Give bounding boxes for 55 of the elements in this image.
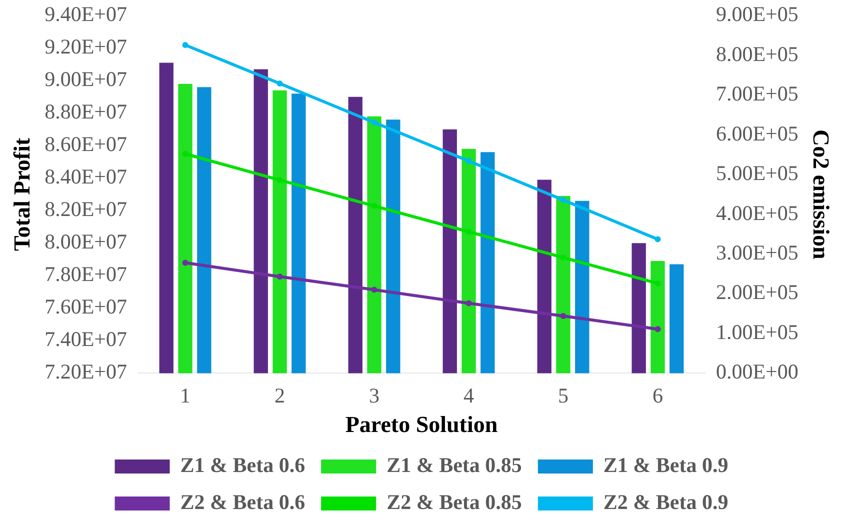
x-axis-title: Pareto Solution: [345, 412, 498, 438]
legend-label: Z1 & Beta 0.9: [603, 452, 728, 477]
point: [276, 177, 283, 184]
y-tick-label: 8.80E+07: [44, 100, 128, 124]
legend-label: Z1 & Beta 0.6: [180, 452, 306, 477]
point: [182, 150, 188, 157]
y-tick-label: 9.20E+07: [44, 34, 128, 59]
y2-axis-title: Co2 emission: [808, 130, 834, 260]
point: [654, 326, 661, 332]
point: [466, 300, 472, 306]
y2-tick-label: 4.00E+05: [716, 200, 798, 225]
point: [560, 254, 566, 261]
legend-label: Z2 & Beta 0.85: [386, 490, 522, 514]
y-tick-label: 8.60E+07: [44, 132, 128, 156]
point: [560, 312, 566, 319]
y-tick-label: 8.20E+07: [44, 197, 128, 222]
point: [654, 280, 661, 286]
y2-tick-label: 9.00E+05: [716, 2, 798, 26]
point: [276, 274, 283, 280]
y-tick-label: 8.40E+07: [44, 164, 128, 189]
point: [371, 286, 378, 293]
y2-tick-label: 5.00E+05: [716, 161, 798, 186]
x-tick-label: 4: [463, 383, 474, 408]
y-tick-label: 7.80E+07: [44, 262, 128, 286]
y2-tick-label: 2.00E+05: [716, 280, 798, 304]
point: [276, 80, 283, 87]
x-tick-label: 5: [558, 383, 568, 408]
x-tick-label: 3: [369, 383, 380, 408]
y2-tick-label: 1.00E+05: [716, 320, 798, 344]
x-tick-label: 1: [180, 383, 191, 408]
y-tick-label: 7.20E+07: [44, 360, 128, 384]
y2-tick-label: 8.00E+05: [716, 42, 798, 66]
legend-label: Z2 & Beta 0.9: [603, 490, 728, 514]
y-tick-label: 9.40E+07: [44, 2, 128, 26]
y2-tick-label: 7.00E+05: [716, 82, 798, 106]
x-tick-label: 6: [652, 383, 663, 408]
point: [466, 228, 472, 235]
legend-label: Z1 & Beta 0.85: [386, 452, 522, 477]
y2-tick-label: 0.00E+00: [716, 360, 798, 384]
point: [371, 202, 378, 209]
point: [371, 119, 378, 126]
y2-tick-label: 3.00E+05: [716, 240, 798, 265]
y2-tick-label: 6.00E+05: [716, 121, 798, 146]
point: [466, 158, 472, 164]
y-tick-label: 9.00E+07: [44, 67, 128, 92]
x-tick-label: 2: [274, 383, 286, 408]
point: [182, 42, 188, 48]
legend-label: Z2 & Beta 0.6: [180, 490, 306, 514]
y-axis-title: Total Profit: [10, 138, 35, 251]
point: [654, 236, 661, 242]
point: [182, 260, 188, 266]
point: [560, 196, 566, 203]
y-tick-label: 7.60E+07: [44, 294, 128, 319]
y-tick-label: 8.00E+07: [44, 230, 128, 254]
y-tick-label: 7.40E+07: [44, 327, 128, 352]
